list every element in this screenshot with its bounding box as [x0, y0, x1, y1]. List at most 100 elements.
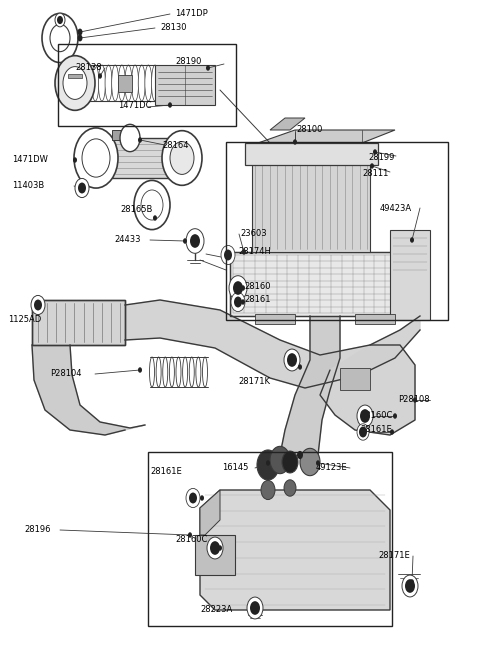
- Circle shape: [270, 446, 290, 474]
- Ellipse shape: [125, 65, 132, 101]
- Circle shape: [200, 495, 204, 501]
- Circle shape: [297, 451, 303, 459]
- Bar: [112, 130, 132, 140]
- Bar: [58, 44, 236, 126]
- Circle shape: [218, 545, 222, 551]
- Ellipse shape: [79, 65, 85, 101]
- Circle shape: [405, 579, 415, 593]
- Polygon shape: [32, 345, 145, 435]
- Text: 28161E: 28161E: [360, 426, 392, 434]
- Text: 28138: 28138: [75, 64, 102, 73]
- Polygon shape: [155, 65, 215, 105]
- Text: 28171K: 28171K: [238, 377, 270, 386]
- Circle shape: [153, 215, 157, 220]
- Circle shape: [287, 353, 297, 367]
- Circle shape: [410, 237, 414, 243]
- Text: 28171E: 28171E: [378, 552, 410, 560]
- Circle shape: [50, 24, 70, 52]
- Circle shape: [77, 35, 83, 41]
- Ellipse shape: [145, 65, 152, 101]
- Circle shape: [298, 364, 302, 370]
- Bar: [226, 142, 448, 320]
- Circle shape: [34, 300, 42, 310]
- Polygon shape: [390, 230, 430, 320]
- Polygon shape: [230, 252, 420, 316]
- Ellipse shape: [92, 65, 99, 101]
- Text: 28100: 28100: [296, 125, 323, 134]
- Polygon shape: [270, 118, 305, 130]
- Text: 28165B: 28165B: [120, 205, 152, 215]
- Text: 28164: 28164: [162, 142, 189, 150]
- Circle shape: [141, 190, 163, 220]
- Ellipse shape: [152, 65, 158, 101]
- Ellipse shape: [138, 65, 145, 101]
- Circle shape: [241, 285, 245, 291]
- Circle shape: [231, 293, 245, 312]
- Circle shape: [75, 178, 89, 197]
- Circle shape: [373, 150, 377, 155]
- Text: 28111: 28111: [362, 169, 388, 178]
- Circle shape: [390, 429, 394, 435]
- Text: 28130: 28130: [160, 24, 187, 33]
- Bar: [148, 452, 392, 626]
- Circle shape: [186, 489, 200, 508]
- Circle shape: [74, 128, 118, 188]
- Ellipse shape: [85, 65, 92, 101]
- Bar: [255, 314, 295, 324]
- Polygon shape: [320, 345, 415, 435]
- Polygon shape: [32, 300, 125, 345]
- Circle shape: [284, 349, 300, 371]
- Text: 16145: 16145: [222, 464, 248, 472]
- Circle shape: [257, 450, 279, 480]
- Text: 28196: 28196: [24, 525, 50, 535]
- Bar: [355, 314, 395, 324]
- Text: 24433: 24433: [114, 236, 141, 245]
- Bar: [68, 74, 82, 78]
- Circle shape: [393, 413, 397, 419]
- Text: 28160C: 28160C: [360, 411, 392, 420]
- Circle shape: [282, 451, 298, 473]
- Text: 28199: 28199: [368, 154, 395, 163]
- Text: 28161: 28161: [244, 295, 271, 304]
- Circle shape: [250, 601, 260, 615]
- Circle shape: [316, 461, 320, 466]
- Circle shape: [82, 139, 110, 177]
- Circle shape: [221, 245, 235, 264]
- Circle shape: [247, 597, 263, 619]
- Circle shape: [188, 532, 192, 538]
- Circle shape: [241, 299, 245, 305]
- Circle shape: [77, 29, 83, 35]
- Circle shape: [57, 16, 63, 24]
- Circle shape: [234, 297, 242, 308]
- Circle shape: [55, 56, 95, 110]
- Circle shape: [186, 229, 204, 253]
- Text: P28108: P28108: [398, 396, 430, 405]
- Circle shape: [138, 137, 142, 143]
- Circle shape: [206, 65, 210, 71]
- Circle shape: [78, 182, 86, 194]
- Circle shape: [410, 579, 414, 584]
- Polygon shape: [258, 130, 395, 143]
- Circle shape: [357, 405, 373, 427]
- Circle shape: [357, 424, 369, 440]
- Polygon shape: [125, 300, 420, 388]
- Text: 49123E: 49123E: [316, 464, 348, 472]
- Circle shape: [190, 234, 200, 248]
- Circle shape: [224, 249, 232, 260]
- Circle shape: [261, 480, 275, 500]
- Circle shape: [284, 480, 296, 496]
- Text: P28104: P28104: [50, 369, 82, 379]
- Circle shape: [207, 537, 223, 559]
- Circle shape: [63, 67, 87, 100]
- Text: 28161E: 28161E: [150, 468, 182, 476]
- Polygon shape: [280, 316, 340, 455]
- Bar: [195, 535, 235, 575]
- Circle shape: [189, 493, 197, 503]
- Circle shape: [359, 426, 367, 438]
- Circle shape: [266, 461, 270, 466]
- Ellipse shape: [105, 65, 112, 101]
- Circle shape: [73, 157, 77, 163]
- Bar: [230, 252, 420, 316]
- Circle shape: [120, 125, 140, 152]
- Text: 28223A: 28223A: [200, 605, 232, 615]
